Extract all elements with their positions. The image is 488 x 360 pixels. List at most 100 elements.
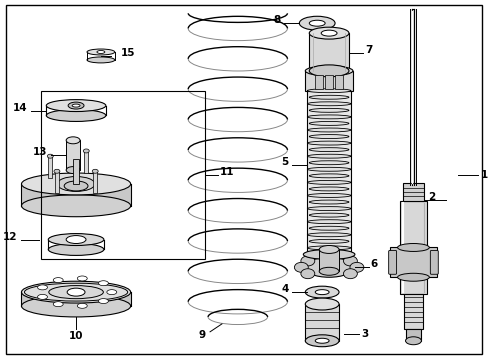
- FancyBboxPatch shape: [388, 251, 396, 274]
- Ellipse shape: [21, 281, 130, 303]
- Ellipse shape: [306, 180, 350, 184]
- Ellipse shape: [72, 104, 80, 107]
- Ellipse shape: [306, 102, 350, 106]
- Ellipse shape: [83, 149, 89, 153]
- Ellipse shape: [306, 233, 350, 237]
- Ellipse shape: [308, 27, 348, 39]
- Ellipse shape: [306, 194, 350, 197]
- Bar: [308, 33, 348, 71]
- Ellipse shape: [305, 298, 338, 310]
- Ellipse shape: [77, 276, 87, 281]
- Text: 11: 11: [220, 167, 234, 177]
- Ellipse shape: [306, 167, 350, 171]
- Ellipse shape: [308, 187, 348, 191]
- Text: 2: 2: [427, 192, 435, 202]
- Bar: [402, 183, 424, 201]
- Ellipse shape: [21, 195, 130, 217]
- Bar: [55, 171, 59, 193]
- Bar: [93, 171, 97, 193]
- Ellipse shape: [48, 234, 103, 246]
- Ellipse shape: [308, 148, 348, 152]
- Ellipse shape: [308, 239, 348, 243]
- Ellipse shape: [308, 226, 348, 230]
- Text: 8: 8: [273, 15, 280, 25]
- Ellipse shape: [315, 338, 328, 343]
- Ellipse shape: [98, 281, 108, 286]
- Bar: [409, 9, 416, 185]
- Ellipse shape: [305, 66, 352, 76]
- Ellipse shape: [49, 285, 103, 299]
- Ellipse shape: [303, 249, 354, 260]
- Bar: [305, 304, 338, 341]
- Ellipse shape: [294, 262, 307, 272]
- Ellipse shape: [53, 302, 63, 307]
- Ellipse shape: [48, 243, 103, 255]
- Text: 10: 10: [69, 331, 83, 341]
- Ellipse shape: [308, 95, 348, 99]
- Ellipse shape: [300, 269, 314, 279]
- Ellipse shape: [77, 303, 87, 308]
- Bar: [306, 91, 350, 255]
- Bar: [389, 247, 436, 277]
- Text: 1: 1: [480, 170, 487, 180]
- Text: 13: 13: [33, 147, 47, 157]
- Ellipse shape: [308, 121, 348, 125]
- Ellipse shape: [64, 181, 88, 191]
- Text: 3: 3: [360, 329, 367, 339]
- Text: 7: 7: [364, 45, 371, 55]
- Ellipse shape: [319, 267, 338, 275]
- Bar: [325, 75, 332, 89]
- Ellipse shape: [405, 337, 421, 345]
- Ellipse shape: [66, 137, 80, 144]
- Ellipse shape: [38, 294, 47, 300]
- Bar: [48, 156, 52, 178]
- Ellipse shape: [305, 335, 338, 347]
- Ellipse shape: [308, 135, 348, 139]
- Ellipse shape: [315, 290, 328, 294]
- Ellipse shape: [308, 174, 348, 178]
- Ellipse shape: [306, 246, 350, 250]
- Bar: [405, 329, 421, 341]
- Bar: [319, 249, 338, 271]
- Bar: [403, 294, 423, 329]
- Ellipse shape: [306, 207, 350, 211]
- Ellipse shape: [299, 16, 334, 30]
- Ellipse shape: [343, 256, 357, 266]
- Ellipse shape: [46, 100, 105, 112]
- Ellipse shape: [308, 108, 348, 112]
- Ellipse shape: [98, 298, 108, 303]
- Text: 4: 4: [281, 284, 288, 294]
- Text: 9: 9: [199, 330, 205, 340]
- Ellipse shape: [66, 235, 86, 243]
- Bar: [305, 71, 352, 91]
- Ellipse shape: [343, 269, 357, 279]
- Ellipse shape: [53, 278, 63, 283]
- Bar: [73, 159, 79, 184]
- Ellipse shape: [67, 288, 85, 296]
- Ellipse shape: [321, 30, 336, 36]
- Ellipse shape: [397, 243, 428, 251]
- Ellipse shape: [300, 256, 314, 266]
- Bar: [41, 91, 204, 260]
- Text: 14: 14: [13, 103, 27, 113]
- Ellipse shape: [304, 257, 353, 277]
- Ellipse shape: [66, 167, 80, 174]
- Ellipse shape: [57, 176, 95, 192]
- Bar: [315, 75, 323, 89]
- Ellipse shape: [308, 161, 348, 165]
- Ellipse shape: [97, 50, 104, 54]
- Ellipse shape: [46, 109, 105, 121]
- Bar: [21, 292, 130, 306]
- Ellipse shape: [308, 200, 348, 204]
- Ellipse shape: [306, 154, 350, 158]
- Ellipse shape: [306, 220, 350, 224]
- Text: 5: 5: [281, 157, 288, 167]
- Ellipse shape: [306, 115, 350, 119]
- Bar: [84, 151, 88, 173]
- Ellipse shape: [87, 49, 115, 55]
- Text: 6: 6: [370, 259, 377, 269]
- Ellipse shape: [68, 102, 84, 109]
- Ellipse shape: [306, 141, 350, 145]
- Ellipse shape: [306, 128, 350, 132]
- Ellipse shape: [38, 285, 47, 290]
